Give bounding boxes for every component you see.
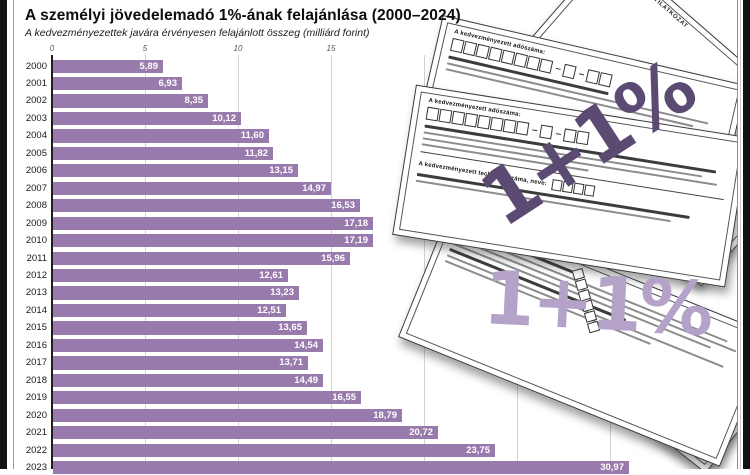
bar-value-label: 17,19	[344, 235, 368, 247]
year-label: 2011	[26, 252, 47, 264]
bar-value-label: 13,71	[279, 357, 303, 369]
year-label: 2022	[25, 444, 47, 456]
bar: 20,72	[53, 426, 438, 440]
bar: 13,65	[53, 321, 307, 335]
bar: 13,71	[53, 356, 308, 370]
year-label: 2013	[25, 287, 47, 299]
year-label: 2005	[25, 147, 47, 159]
bar: 12,51	[53, 303, 286, 318]
year-label: 2015	[25, 322, 47, 334]
page-title: A személyi jövedelemadó 1%-ának felajánl…	[25, 7, 461, 24]
bar: 5,89	[53, 59, 163, 73]
bar-value-label: 11,82	[244, 147, 268, 159]
bar: 16,55	[53, 391, 361, 405]
year-label: 2020	[25, 409, 47, 421]
bar: 8,35	[53, 94, 208, 108]
bar-value-label: 11,60	[240, 130, 264, 142]
bar-value-label: 8,35	[184, 95, 204, 107]
bar: 15,96	[53, 251, 350, 265]
bar-value-label: 12,61	[259, 270, 283, 282]
year-label: 2006	[25, 165, 47, 177]
bar: 17,19	[53, 234, 373, 248]
bar: 12,61	[53, 269, 288, 283]
bar-value-label: 10,12	[212, 112, 236, 124]
bar-value-label: 17,18	[344, 217, 368, 229]
x-tick-label: 5	[142, 44, 148, 53]
year-label: 2003	[25, 112, 47, 124]
bar-value-label: 23,75	[466, 444, 490, 456]
page-subtitle: A kedvezményezettek javára érvényesen fe…	[25, 27, 370, 39]
gridline	[424, 55, 425, 469]
bar: 23,75	[53, 443, 495, 457]
bar-value-label: 14,97	[302, 182, 326, 194]
year-label: 2002	[25, 95, 47, 107]
bar-value-label: 5,89	[139, 60, 159, 72]
forms-illustration: RENDELKEZŐ NYILATKOZAT SZÁZALÉKÁRÓL A ke…	[392, 0, 737, 469]
year-label: 2001	[25, 77, 47, 89]
bar-value-label: 20,72	[409, 427, 433, 439]
watermark-1plus1-light: 1+1%	[481, 255, 713, 353]
year-label: 2000	[25, 60, 47, 72]
year-label: 2012	[25, 270, 47, 282]
bar: 18,79	[53, 408, 402, 422]
year-label: 2021	[25, 427, 47, 439]
bar: 14,97	[53, 181, 331, 195]
year-label: 2009	[25, 217, 47, 229]
year-label: 2017	[25, 357, 47, 369]
bar: 13,23	[53, 286, 299, 300]
bar: 13,15	[53, 164, 298, 178]
x-tick-label: 0	[49, 44, 55, 53]
bar-value-label: 15,96	[321, 252, 345, 264]
frame-border-left	[0, 0, 7, 469]
year-label: 2016	[25, 339, 47, 351]
year-label: 2014	[25, 304, 47, 316]
bar: 17,18	[53, 216, 373, 230]
frame-rule-left	[13, 0, 14, 469]
frame-rule-right-light	[740, 0, 741, 469]
bar-value-label: 14,54	[294, 339, 318, 351]
y-axis-line	[51, 55, 53, 469]
frame-rule-right	[737, 0, 738, 469]
bar-value-label: 13,65	[278, 322, 302, 334]
bar-value-label: 13,23	[270, 287, 294, 299]
bar-value-label: 18,79	[373, 409, 397, 421]
bar-value-label: 12,51	[257, 304, 281, 316]
bar: 11,60	[53, 129, 269, 143]
bar: 14,54	[53, 338, 323, 353]
year-label: 2023	[25, 462, 47, 474]
year-label: 2004	[25, 130, 47, 142]
frame-border-right	[743, 0, 750, 469]
x-tick-label: 15	[326, 44, 336, 53]
bar-value-label: 13,15	[269, 165, 293, 177]
bar: 11,82	[53, 146, 273, 160]
year-label: 2018	[25, 374, 47, 386]
x-tick-label: 10	[233, 44, 243, 53]
bar-value-label: 16,55	[332, 392, 356, 404]
year-label: 2008	[25, 200, 47, 212]
bar-value-label: 16,53	[331, 200, 355, 212]
year-label: 2010	[25, 235, 47, 247]
year-label: 2007	[25, 182, 47, 194]
bar: 6,93	[53, 76, 182, 91]
bar-value-label: 30,97	[600, 462, 624, 474]
bar-value-label: 14,49	[294, 374, 318, 386]
bar: 10,12	[53, 111, 241, 126]
bar: 14,49	[53, 373, 323, 387]
bar: 16,53	[53, 199, 360, 213]
bar-value-label: 6,93	[158, 77, 178, 89]
year-label: 2019	[25, 392, 47, 404]
